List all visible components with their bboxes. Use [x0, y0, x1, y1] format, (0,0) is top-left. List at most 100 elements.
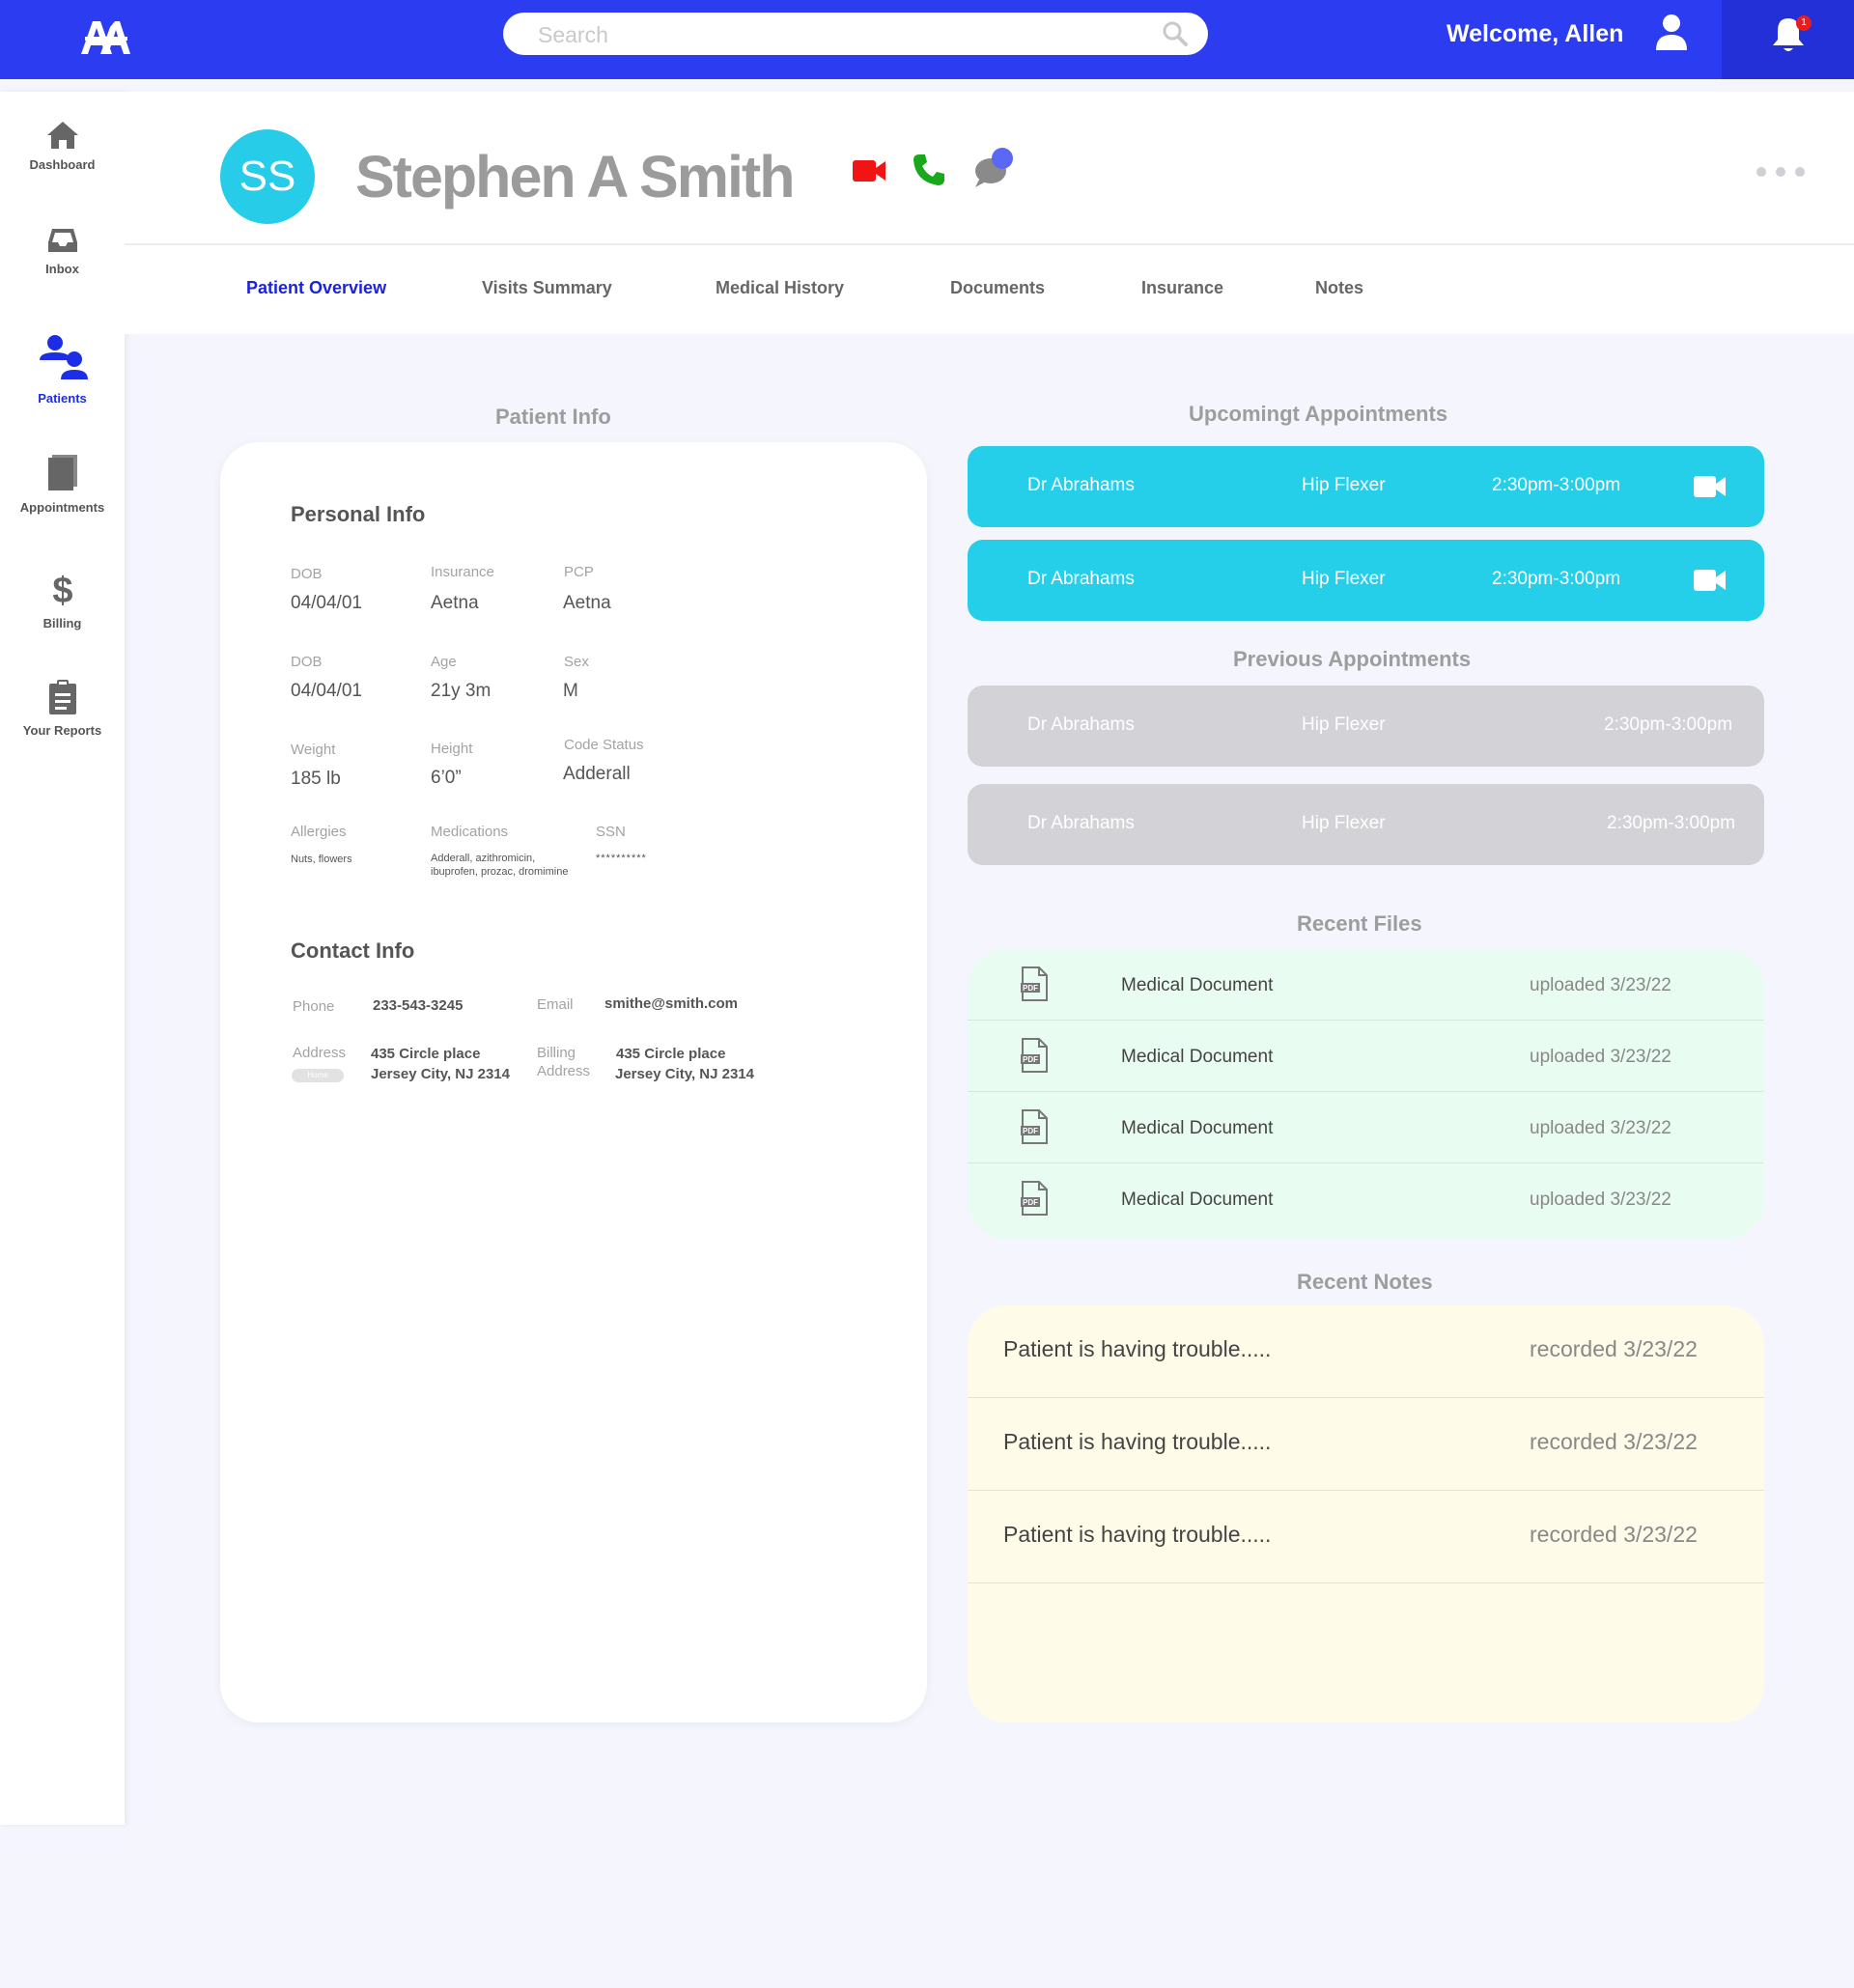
appointment-reason: Hip Flexer [1302, 813, 1386, 833]
appointment-time: 2:30pm-3:00pm [1607, 813, 1736, 833]
dollar-icon: $ [52, 571, 72, 608]
height-label: Height [431, 741, 473, 757]
ssn-value: ********** [596, 853, 647, 864]
patient-info-card [220, 442, 927, 1722]
book-icon [47, 455, 77, 490]
note-date: recorded 3/23/22 [1530, 1522, 1698, 1547]
patients-icon [39, 335, 88, 379]
sidebar-item-label: Patients [38, 391, 87, 406]
video-camera-icon[interactable] [1694, 475, 1727, 498]
header-divider [125, 243, 1854, 245]
clipboard-icon [48, 680, 76, 714]
inbox-icon [47, 229, 77, 252]
pdf-file-icon: PDF [1021, 1181, 1048, 1216]
pdf-file-icon: PDF [1021, 1038, 1048, 1073]
sidebar-item-dashboard[interactable]: Dashboard [0, 121, 125, 172]
upcoming-appointment-card[interactable]: Dr Abrahams Hip Flexer 2:30pm-3:00pm [968, 446, 1764, 527]
video-camera-icon[interactable] [1694, 569, 1727, 592]
user-icon[interactable] [1654, 14, 1689, 52]
appointment-doctor: Dr Abrahams [1027, 475, 1135, 495]
file-row[interactable]: PDF Medical Document uploaded 3/23/22 [968, 1092, 1764, 1163]
more-options-icon[interactable] [1756, 164, 1806, 180]
dob-label: DOB [291, 654, 323, 670]
appointment-reason: Hip Flexer [1302, 569, 1386, 589]
billing-address-line1: 435 Circle place [616, 1046, 726, 1062]
sidebar-item-appointments[interactable]: Appointments [0, 454, 125, 515]
patient-avatar: SS [220, 129, 315, 224]
recent-notes-title: Recent Notes [1297, 1270, 1433, 1294]
note-date: recorded 3/23/22 [1530, 1336, 1698, 1361]
file-upload-date: uploaded 3/23/22 [1530, 1047, 1671, 1067]
medications-value-line2: ibuprofen, prozac, dromimine [431, 866, 569, 878]
pdf-file-icon: PDF [1021, 966, 1048, 1001]
note-row[interactable]: Patient is having trouble..... recorded … [968, 1491, 1764, 1583]
upcoming-appointment-card[interactable]: Dr Abrahams Hip Flexer 2:30pm-3:00pm [968, 540, 1764, 621]
ssn-label: SSN [596, 824, 626, 840]
address-label: Address [293, 1045, 347, 1061]
dob-label: DOB [291, 566, 323, 582]
note-row[interactable]: Patient is having trouble..... recorded … [968, 1305, 1764, 1398]
medications-label: Medications [431, 824, 509, 840]
sidebar-item-inbox[interactable]: Inbox [0, 227, 125, 276]
pdf-file-icon: PDF [1021, 1109, 1048, 1144]
tab-visits-summary[interactable]: Visits Summary [482, 278, 612, 297]
personal-info-heading: Personal Info [291, 502, 426, 526]
sex-label: Sex [564, 654, 589, 670]
chat-icon[interactable] [971, 147, 1014, 189]
code-status-label: Code Status [564, 737, 644, 753]
sex-value: M [563, 681, 578, 701]
patient-header [125, 92, 1854, 334]
phone-call-icon[interactable] [912, 153, 946, 187]
tab-patient-overview[interactable]: Patient Overview [246, 278, 387, 297]
svg-text:PDF: PDF [1023, 1055, 1038, 1064]
billing-address-label-line2: Address [537, 1063, 591, 1079]
search-input[interactable]: Search [503, 13, 1208, 55]
height-value: 6’0” [431, 768, 462, 788]
tab-documents[interactable]: Documents [950, 278, 1046, 297]
medications-value-line1: Adderall, azithromicin, [431, 853, 536, 864]
email-value[interactable]: smithe@smith.com [604, 995, 738, 1012]
search-placeholder: Search [538, 22, 608, 47]
svg-text:$: $ [52, 571, 72, 608]
tab-notes[interactable]: Notes [1315, 278, 1364, 297]
file-upload-date: uploaded 3/23/22 [1530, 1118, 1671, 1138]
appointment-doctor: Dr Abrahams [1027, 813, 1135, 833]
file-row[interactable]: PDF Medical Document uploaded 3/23/22 [968, 1021, 1764, 1092]
tab-medical-history[interactable]: Medical History [716, 278, 845, 297]
file-row[interactable]: PDF Medical Document uploaded 3/23/22 [968, 1163, 1764, 1235]
recent-files-list: PDF Medical Document uploaded 3/23/22 PD… [968, 949, 1764, 1239]
file-name: Medical Document [1121, 1190, 1274, 1210]
app-logo[interactable] [79, 17, 131, 56]
appointment-time: 2:30pm-3:00pm [1492, 569, 1621, 589]
sidebar-item-billing[interactable]: $ Billing [0, 570, 125, 630]
file-upload-date: uploaded 3/23/22 [1530, 1190, 1671, 1210]
phone-value[interactable]: 233-543-3245 [373, 997, 464, 1014]
appointment-time: 2:30pm-3:00pm [1604, 714, 1733, 735]
allergies-value: Nuts, flowers [291, 854, 352, 865]
appointment-doctor: Dr Abrahams [1027, 569, 1135, 589]
file-row[interactable]: PDF Medical Document uploaded 3/23/22 [968, 949, 1764, 1021]
sidebar-item-patients[interactable]: Patients [0, 333, 125, 406]
age-value: 21y 3m [431, 681, 492, 701]
svg-text:PDF: PDF [1023, 984, 1038, 993]
billing-address-label-line1: Billing [537, 1045, 576, 1061]
previous-appointment-card[interactable]: Dr Abrahams Hip Flexer 2:30pm-3:00pm [968, 686, 1764, 767]
note-row[interactable]: Patient is having trouble..... recorded … [968, 1398, 1764, 1491]
sidebar-item-your-reports[interactable]: Your Reports [0, 679, 125, 738]
age-label: Age [431, 654, 457, 670]
notification-badge: 1 [1796, 15, 1812, 31]
note-text: Patient is having trouble..... [1003, 1336, 1272, 1361]
search-icon[interactable] [1162, 20, 1189, 47]
previous-appointment-card[interactable]: Dr Abrahams Hip Flexer 2:30pm-3:00pm [968, 784, 1764, 865]
notifications-button[interactable]: 1 [1722, 0, 1854, 79]
tab-insurance[interactable]: Insurance [1141, 278, 1224, 297]
dob-value: 04/04/01 [291, 593, 362, 613]
appointment-reason: Hip Flexer [1302, 475, 1386, 495]
sidebar-item-label: Your Reports [22, 723, 102, 738]
sidebar-item-label: Inbox [45, 262, 79, 276]
appointment-reason: Hip Flexer [1302, 714, 1386, 735]
video-call-icon[interactable] [852, 158, 886, 183]
previous-appointments-title: Previous Appointments [1233, 647, 1472, 671]
file-name: Medical Document [1121, 1047, 1274, 1067]
note-date: recorded 3/23/22 [1530, 1429, 1698, 1454]
